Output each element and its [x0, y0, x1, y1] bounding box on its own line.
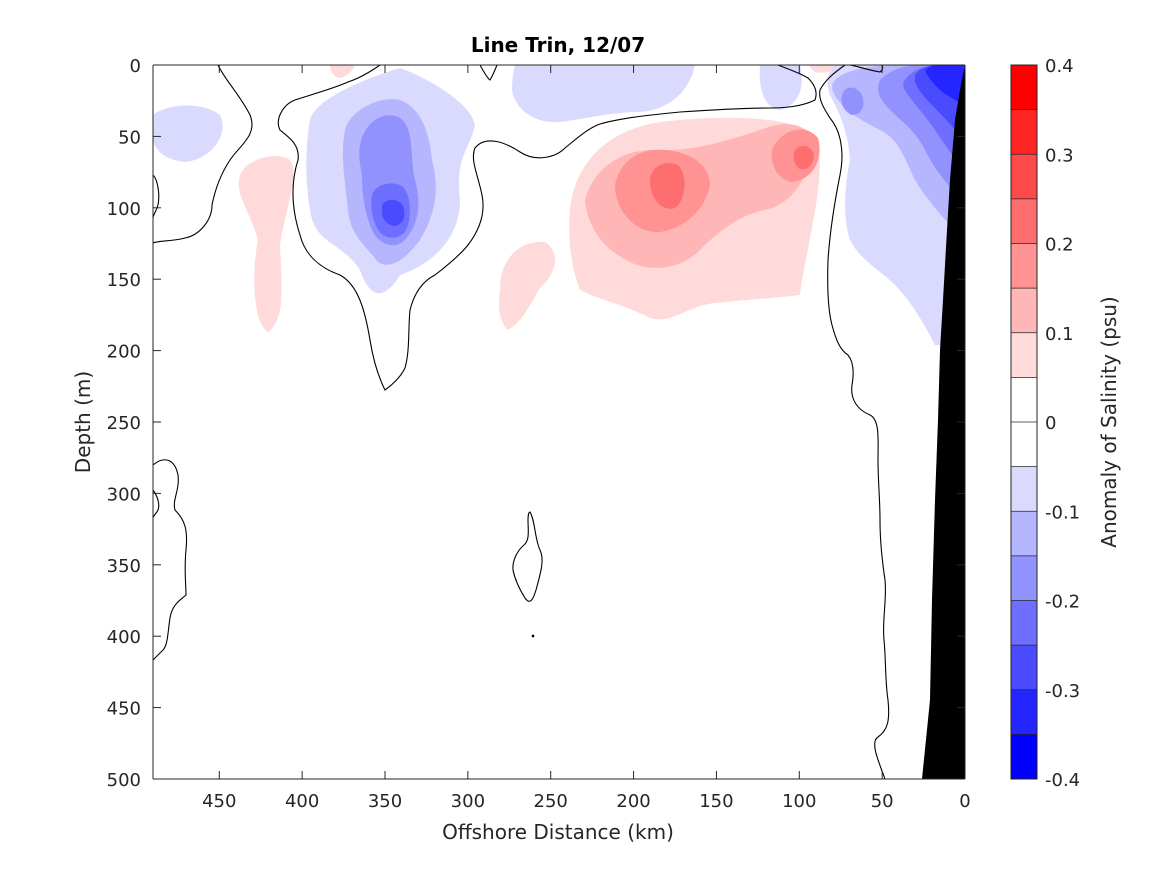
zero-contour-dot — [531, 634, 535, 638]
y-tick-label: 300 — [107, 484, 141, 505]
colorbar-swatch — [1011, 288, 1037, 334]
x-tick-label: 200 — [616, 791, 650, 812]
zero-contour-shelf — [819, 65, 890, 779]
plot-area: 450 400 350 300 250 200 150 100 50 0 050100150200… — [107, 56, 971, 812]
colorbar-swatch — [1011, 154, 1037, 200]
colorbar-swatch — [1011, 198, 1037, 244]
colorbar-swatches — [1011, 65, 1037, 780]
x-tick-label: 150 — [699, 791, 733, 812]
zero-contour-left-deep — [153, 459, 188, 661]
x-tick-label: 50 — [871, 791, 894, 812]
colorbar-swatch — [1011, 332, 1037, 378]
negative-anomaly-patch-345km — [306, 68, 475, 294]
colorbar-tick-label: -0.4 — [1045, 770, 1080, 791]
colorbar-label: Anomaly of Salinity (psu) — [1097, 296, 1121, 547]
zero-contour-surface-notch — [479, 65, 498, 81]
x-tick-label: 100 — [782, 791, 816, 812]
negative-anomaly-patch-105km — [759, 65, 802, 110]
x-tick-label: 350 — [368, 791, 402, 812]
y-tick-label: 350 — [107, 556, 141, 577]
zero-contour-left-edge-100 — [153, 174, 160, 219]
x-tick-label: 0 — [959, 791, 970, 812]
negative-anomaly-patch-470km — [153, 105, 223, 162]
contour-fills — [153, 65, 965, 345]
zero-contour-left-deep-2 — [153, 489, 160, 519]
y-ticks: 0 50 100 150 200 250 300 350 400 450 500 — [107, 56, 965, 791]
y-tick-label: 100 — [107, 199, 141, 220]
negative-anomaly-patch-shelf — [827, 65, 965, 345]
zero-contour-345km — [277, 65, 817, 391]
y-tick-label: 450 — [107, 699, 141, 720]
colorbar-tick-label: 0 — [1045, 413, 1056, 434]
colorbar-swatch — [1011, 689, 1037, 735]
y-tick-label: 0 — [130, 56, 141, 77]
colorbar-swatch — [1011, 109, 1037, 155]
y-tick-label: 400 — [107, 627, 141, 648]
positive-anomaly-patch-420km — [238, 155, 294, 332]
colorbar-swatch — [1011, 422, 1037, 468]
x-tick-label: 250 — [534, 791, 568, 812]
colorbar-tick-label: -0.1 — [1045, 502, 1080, 523]
colorbar-tick-label: 0.4 — [1045, 56, 1074, 77]
colorbar-tick-label: -0.2 — [1045, 592, 1080, 613]
positive-anomaly-patch-surface-370km — [330, 65, 355, 78]
colorbar-frame — [1010, 64, 1038, 780]
colorbar-tick-label: 0.3 — [1045, 145, 1074, 166]
y-tick-label: 150 — [107, 270, 141, 291]
y-tick-label: 500 — [107, 770, 141, 791]
zero-contour-left-upper — [153, 65, 253, 244]
negative-anomaly-patch-245km — [512, 65, 695, 123]
zero-contour-260km-deep — [512, 511, 543, 602]
seafloor-mask — [922, 65, 965, 779]
colorbar-tick-label: 0.1 — [1045, 324, 1074, 345]
colorbar-swatch — [1011, 377, 1037, 423]
chart-title: Line Trin, 12/07 — [471, 33, 645, 57]
colorbar-tick-label: -0.3 — [1045, 681, 1080, 702]
colorbar-swatch — [1011, 734, 1037, 780]
colorbar-swatch — [1011, 511, 1037, 557]
y-axis-label: Depth (m) — [71, 371, 95, 473]
y-tick-label: 250 — [107, 413, 141, 434]
positive-anomaly-patch-260km — [498, 241, 556, 330]
x-tick-label: 400 — [285, 791, 319, 812]
colorbar-swatch — [1011, 65, 1037, 111]
colorbar: 0.4 0.3 0.2 0.1 0 -0.1 -0.2 -0.3 -0.4 Anomaly of… — [1010, 56, 1121, 791]
colorbar-swatch — [1011, 600, 1037, 646]
x-ticks: 450 400 350 300 250 200 150 100 50 0 — [202, 65, 971, 812]
x-tick-label: 300 — [451, 791, 485, 812]
colorbar-ticks: 0.4 0.3 0.2 0.1 0 -0.1 -0.2 -0.3 -0.4 — [1045, 56, 1080, 791]
y-tick-label: 200 — [107, 342, 141, 363]
x-tick-label: 450 — [202, 791, 236, 812]
colorbar-swatch — [1011, 243, 1037, 289]
y-tick-label: 50 — [118, 127, 141, 148]
colorbar-swatch — [1011, 555, 1037, 601]
x-axis-label: Offshore Distance (km) — [442, 820, 674, 844]
positive-anomaly-patch-180km — [569, 117, 820, 320]
colorbar-tick-label: 0.2 — [1045, 235, 1074, 256]
colorbar-swatch — [1011, 466, 1037, 512]
colorbar-swatch — [1011, 645, 1037, 691]
